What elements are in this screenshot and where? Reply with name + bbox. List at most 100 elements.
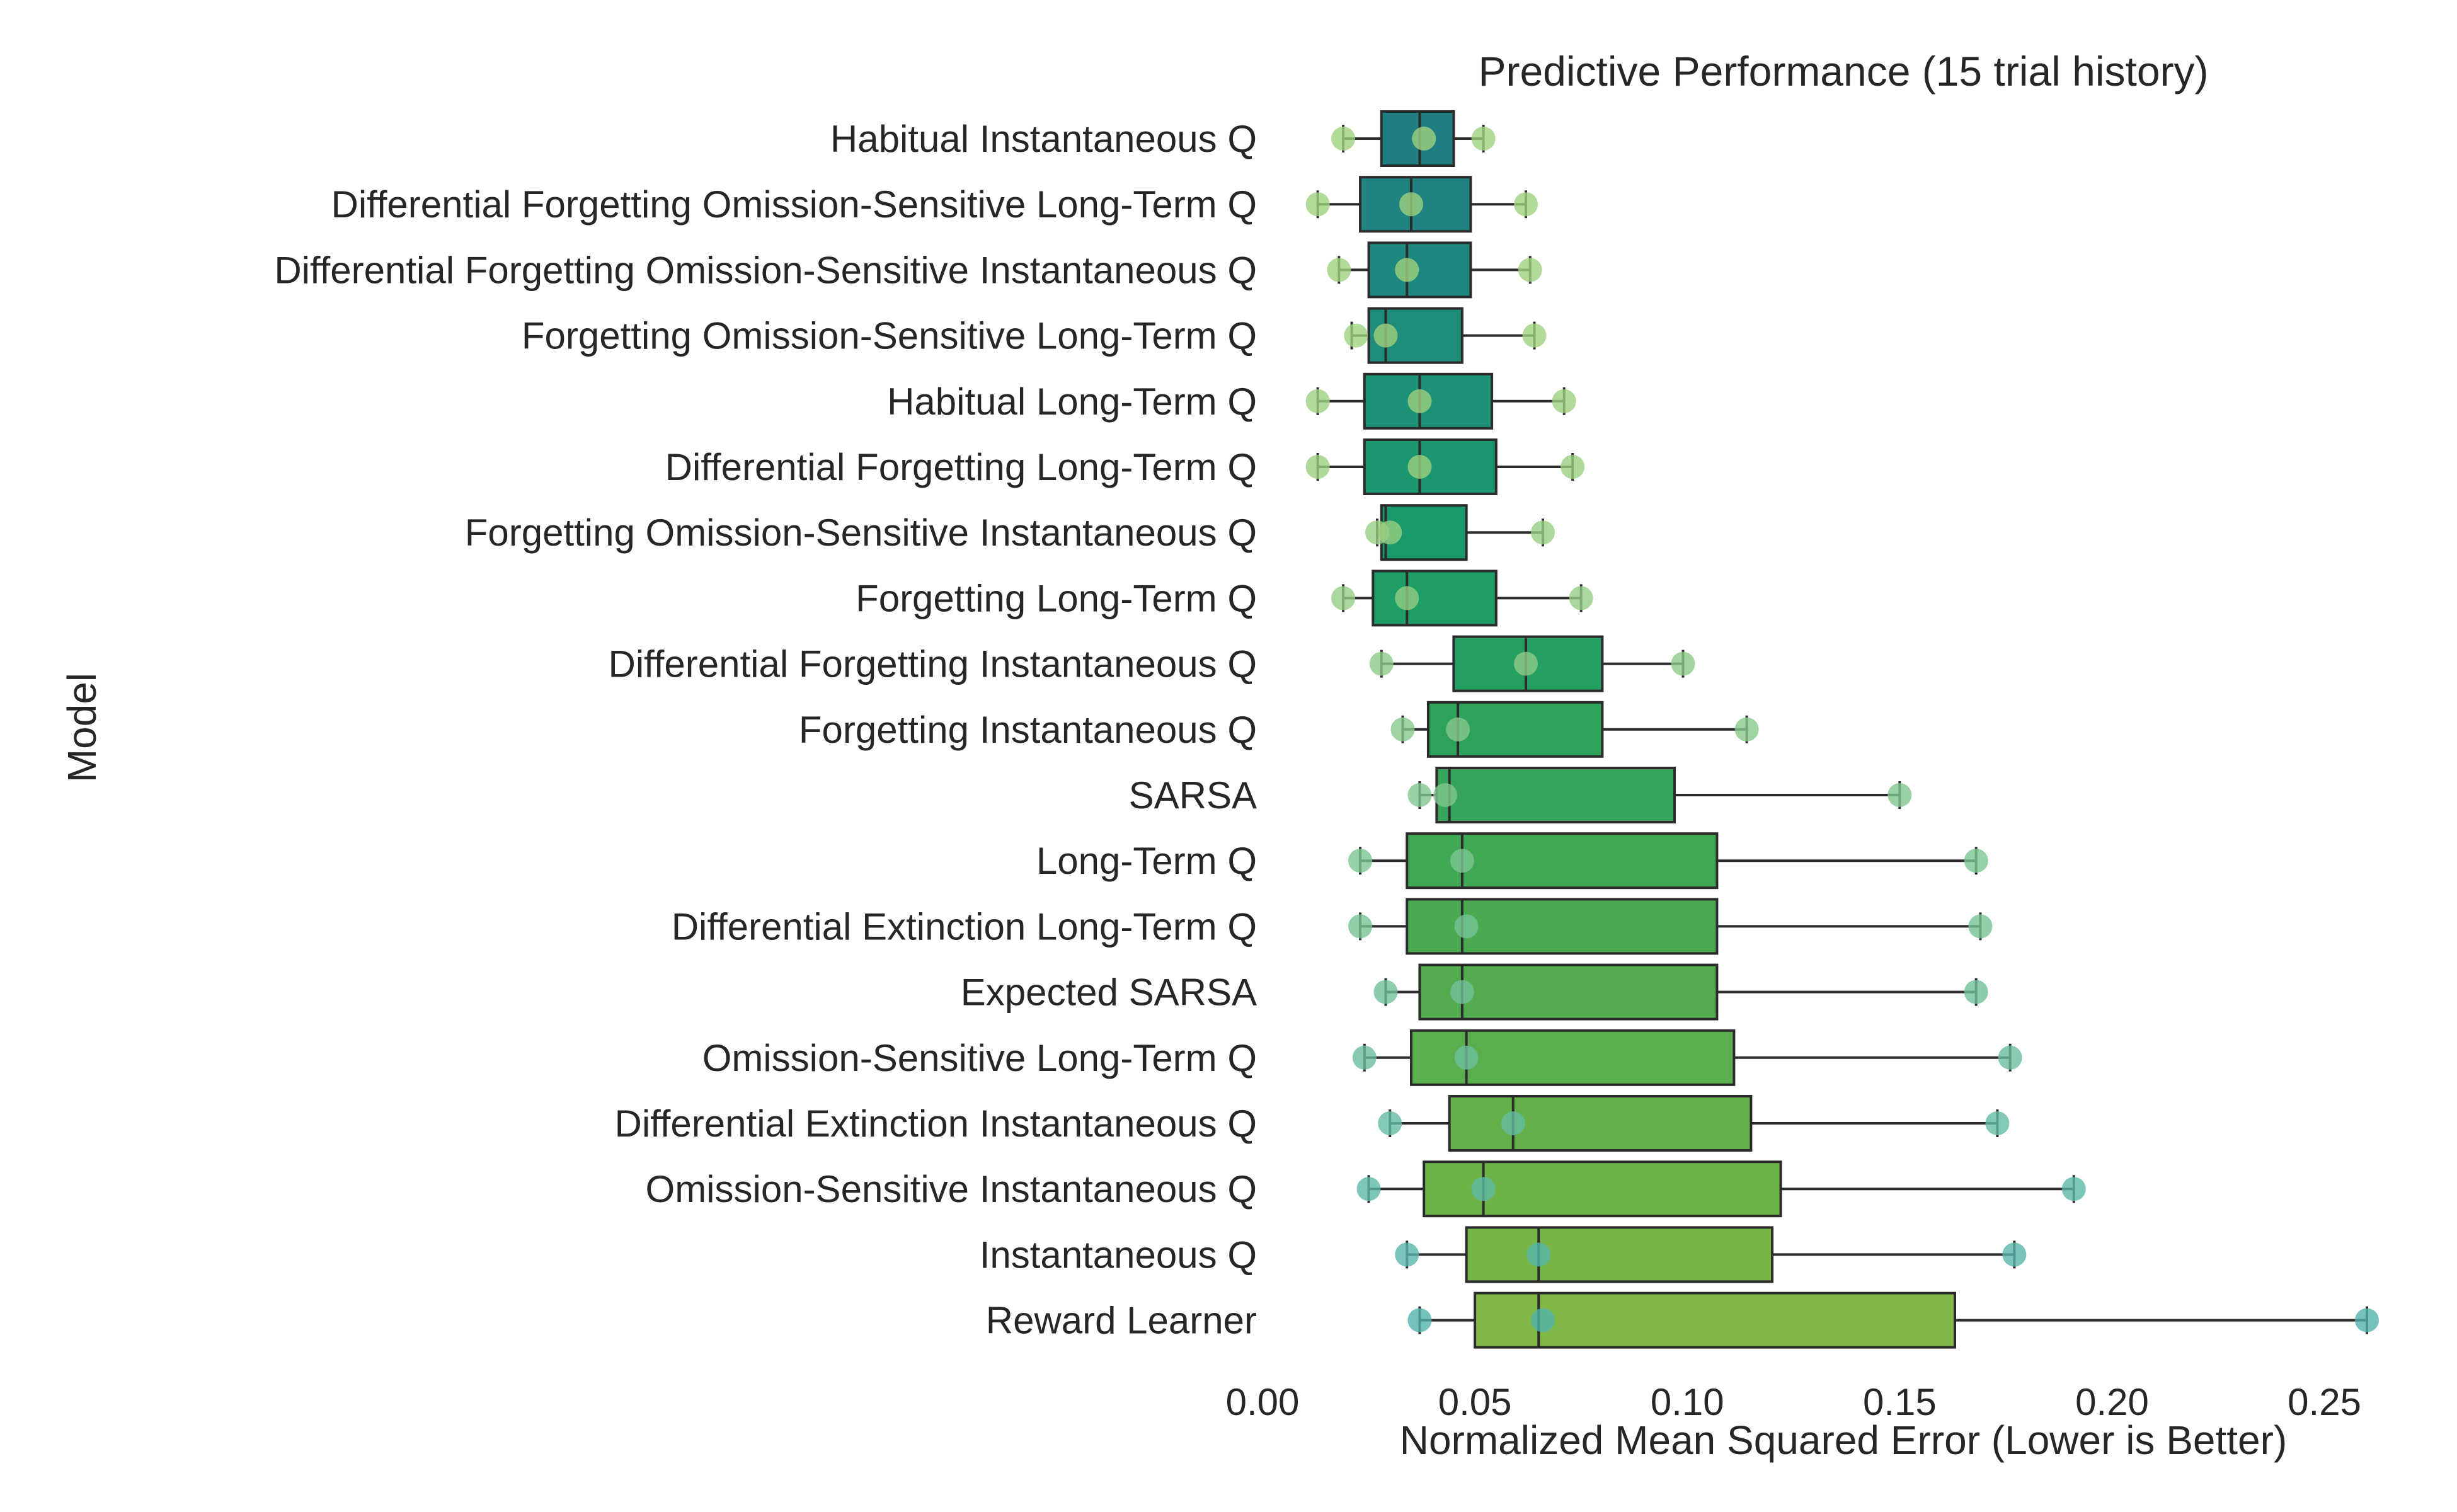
x-tick-label: 0.20 xyxy=(2075,1381,2149,1423)
data-point xyxy=(1348,914,1373,939)
data-point xyxy=(1518,258,1542,282)
box-rect xyxy=(1448,1095,1753,1152)
data-point xyxy=(1378,520,1402,545)
data-point xyxy=(1407,783,1432,807)
category-label: Differential Forgetting Instantaneous Q xyxy=(609,643,1257,685)
data-point xyxy=(1454,914,1479,939)
category-label: Instantaneous Q xyxy=(980,1234,1257,1276)
category-label: Habitual Instantaneous Q xyxy=(830,118,1257,160)
data-point xyxy=(1450,980,1474,1004)
data-point xyxy=(1522,323,1547,348)
data-point xyxy=(1373,980,1398,1004)
category-label: Differential Forgetting Omission-Sensiti… xyxy=(274,249,1257,291)
data-point xyxy=(1407,455,1432,479)
box xyxy=(1384,963,1978,1021)
category-label: Expected SARSA xyxy=(961,971,1257,1014)
box xyxy=(1418,767,1901,823)
category-label: Forgetting Omission-Sensitive Instantane… xyxy=(465,512,1257,554)
box-rect xyxy=(1367,241,1472,299)
x-tick-label: 0.25 xyxy=(2288,1381,2361,1423)
data-point xyxy=(1395,586,1419,610)
data-point xyxy=(1514,192,1538,217)
data-point xyxy=(1887,783,1912,807)
data-point xyxy=(1399,192,1423,217)
category-label: Omission-Sensitive Instantaneous Q xyxy=(646,1168,1257,1210)
data-point xyxy=(1407,389,1432,413)
data-point xyxy=(1471,127,1496,151)
category-label: Forgetting Omission-Sensitive Long-Term … xyxy=(522,315,1257,357)
x-tick-label: 0.15 xyxy=(1863,1381,1937,1423)
data-point xyxy=(1552,389,1576,413)
data-point xyxy=(1331,586,1356,610)
data-point xyxy=(1530,1308,1555,1332)
y-axis-title: Model xyxy=(59,673,105,782)
data-point xyxy=(1433,783,1457,807)
box-rect xyxy=(1435,767,1676,823)
box xyxy=(1418,1292,2368,1349)
category-label: Differential Extinction Long-Term Q xyxy=(672,905,1257,948)
x-tick-labels: 0.00 0.05 0.10 0.15 0.20 0.25 xyxy=(1226,1381,2361,1423)
box xyxy=(1342,570,1583,627)
data-point xyxy=(1454,1045,1479,1070)
data-point xyxy=(1356,1177,1381,1201)
data-point xyxy=(1998,1045,2022,1070)
box-rect xyxy=(1465,1226,1774,1283)
category-labels: Habitual Instantaneous Q Differential For… xyxy=(274,118,1257,1342)
data-point xyxy=(1352,1045,1377,1070)
category-label: Habitual Long-Term Q xyxy=(887,381,1257,423)
data-point xyxy=(2002,1242,2027,1267)
box xyxy=(1376,504,1544,561)
box xyxy=(1316,438,1574,495)
box-rect xyxy=(1372,570,1498,627)
box xyxy=(1389,1095,1999,1152)
data-point xyxy=(1526,1242,1551,1267)
data-point xyxy=(1395,258,1419,282)
data-point xyxy=(1373,323,1398,348)
data-point xyxy=(1305,389,1330,413)
category-label: Differential Forgetting Long-Term Q xyxy=(665,446,1257,488)
category-label: Differential Forgetting Omission-Sensiti… xyxy=(331,183,1257,226)
category-label: SARSA xyxy=(1129,774,1257,816)
box xyxy=(1316,372,1566,430)
box xyxy=(1337,241,1532,299)
data-point xyxy=(1395,1242,1419,1267)
data-point xyxy=(1305,455,1330,479)
category-label: Omission-Sensitive Long-Term Q xyxy=(702,1037,1257,1079)
data-point xyxy=(1985,1111,2010,1135)
data-point xyxy=(1348,849,1373,873)
points-layer xyxy=(1305,127,2379,1332)
data-point xyxy=(1378,1111,1402,1135)
box xyxy=(1367,1160,2075,1218)
category-label: Differential Extinction Instantaneous Q xyxy=(615,1102,1257,1145)
category-label: Forgetting Instantaneous Q xyxy=(799,709,1257,751)
chart-title: Predictive Performance (15 trial history… xyxy=(1478,48,2208,94)
data-point xyxy=(1964,980,1988,1004)
x-tick-label: 0.05 xyxy=(1438,1381,1512,1423)
box-rect xyxy=(1474,1292,1956,1349)
data-point xyxy=(1964,849,1988,873)
box-rect xyxy=(1406,898,1719,955)
data-point xyxy=(1450,849,1474,873)
data-point xyxy=(1501,1111,1525,1135)
data-point xyxy=(1561,455,1585,479)
x-tick-label: 0.10 xyxy=(1651,1381,1724,1423)
data-point xyxy=(1369,651,1394,676)
data-point xyxy=(1446,717,1470,742)
x-axis-title: Normalized Mean Squared Error (Lower is … xyxy=(1400,1418,2288,1463)
box xyxy=(1359,898,1982,955)
data-point xyxy=(1734,717,1759,742)
data-point xyxy=(1569,586,1593,610)
data-point xyxy=(1344,323,1368,348)
data-point xyxy=(2061,1177,2086,1201)
category-label: Forgetting Long-Term Q xyxy=(856,577,1257,619)
data-point xyxy=(1671,651,1695,676)
data-point xyxy=(1412,127,1436,151)
data-point xyxy=(1331,127,1356,151)
data-point xyxy=(1390,717,1415,742)
data-point xyxy=(1968,914,1993,939)
data-point xyxy=(2355,1308,2379,1332)
data-point xyxy=(1407,1308,1432,1332)
data-point xyxy=(1471,1177,1496,1201)
box xyxy=(1406,1226,2016,1283)
